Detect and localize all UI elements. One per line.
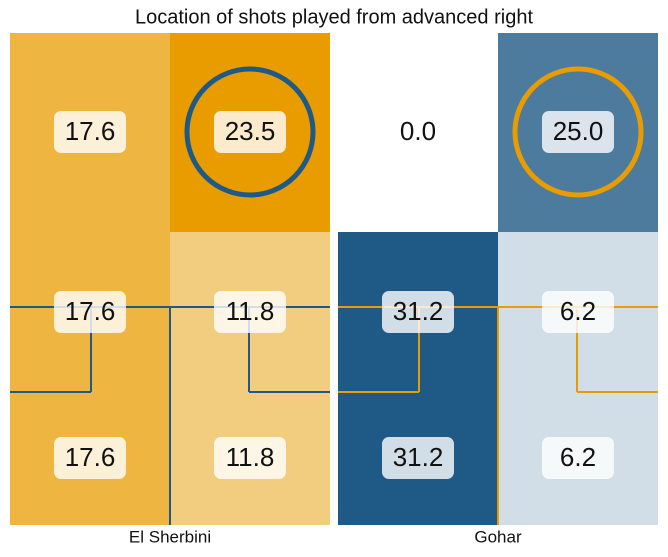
highlight-ring bbox=[512, 66, 644, 198]
label-box bbox=[54, 291, 126, 333]
value-label: 17.6 bbox=[65, 296, 116, 326]
label-box bbox=[214, 111, 286, 153]
panel-label: El Sherbini bbox=[129, 527, 211, 546]
value-label: 6.2 bbox=[560, 442, 596, 472]
value-label: 31.2 bbox=[393, 296, 444, 326]
label-box bbox=[214, 437, 286, 479]
value-label: 25.0 bbox=[553, 116, 604, 146]
value-label: 17.6 bbox=[65, 442, 116, 472]
value-label: 31.2 bbox=[393, 442, 444, 472]
highlight-ring bbox=[184, 66, 316, 198]
value-label: 23.5 bbox=[225, 116, 276, 146]
label-box bbox=[382, 291, 454, 333]
label-box bbox=[54, 437, 126, 479]
label-box bbox=[382, 437, 454, 479]
value-label: 11.8 bbox=[226, 442, 275, 472]
label-box bbox=[54, 111, 126, 153]
value-label: 17.6 bbox=[65, 116, 116, 146]
label-box bbox=[542, 111, 614, 153]
label-box bbox=[214, 291, 286, 333]
chart-title: Location of shots played from advanced r… bbox=[135, 6, 533, 28]
label-box bbox=[542, 291, 614, 333]
value-label: 0.0 bbox=[400, 116, 436, 146]
value-label: 6.2 bbox=[560, 296, 596, 326]
panel-label: Gohar bbox=[474, 527, 522, 546]
value-label: 11.8 bbox=[226, 296, 275, 326]
label-box bbox=[542, 437, 614, 479]
